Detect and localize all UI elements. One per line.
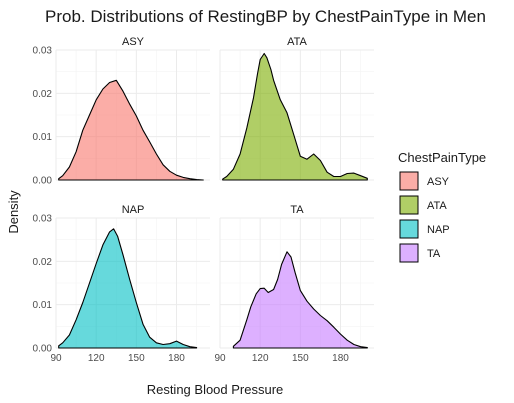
legend-label-asy: ASY (427, 176, 450, 188)
facet-strip-label: TA (290, 204, 304, 216)
y-tick-label: 0.00 (33, 176, 53, 187)
legend-key-ata (399, 195, 419, 215)
density-area-ata (222, 52, 368, 181)
legend-key-asy (399, 171, 419, 191)
y-tick-label: 0.01 (33, 132, 53, 143)
y-tick-label: 0.00 (33, 344, 53, 355)
facet-panel-ta: TA 90 120 150 180 (214, 204, 374, 364)
y-tick-label: 0.03 (33, 46, 53, 57)
x-tick-label: 150 (128, 353, 145, 364)
legend-title: ChestPainType (398, 150, 486, 165)
x-tick-label: 120 (252, 353, 269, 364)
y-tick-label: 0.03 (33, 214, 53, 225)
legend-key-nap (399, 219, 419, 239)
y-tick-label: 0.01 (33, 300, 53, 311)
facet-strip-label: NAP (122, 204, 145, 216)
y-tick-label: 0.02 (33, 89, 53, 100)
x-tick-label: 150 (292, 353, 309, 364)
x-tick-label: 180 (168, 353, 185, 364)
legend-label-ata: ATA (427, 200, 447, 212)
x-tick-label: 90 (50, 353, 62, 364)
facet-panel-nap: NAP 0.00 0.01 0.02 0.03 90 120 150 180 (33, 204, 210, 364)
facet-strip-label: ASY (122, 36, 145, 48)
x-axis-title: Resting Blood Pressure (147, 382, 284, 397)
legend-label-ta: TA (427, 248, 441, 260)
facet-panels: ASY 0.00 0.01 0.02 0.03 ATA NAP 0.00 0.01 0.02 0.0… (33, 36, 374, 364)
x-tick-label: 90 (214, 353, 226, 364)
x-tick-label: 120 (88, 353, 105, 364)
chart-title: Prob. Distributions of RestingBP by Ches… (45, 7, 486, 26)
facet-panel-ata: ATA (219, 36, 374, 181)
density-area-ta (232, 251, 368, 349)
density-area-asy (58, 79, 204, 181)
legend-key-ta (399, 243, 419, 263)
legend-label-nap: NAP (427, 224, 450, 236)
x-tick-label: 180 (332, 353, 349, 364)
density-area-nap (58, 228, 198, 349)
y-tick-label: 0.02 (33, 257, 53, 268)
facet-panel-asy: ASY 0.00 0.01 0.02 0.03 (33, 36, 210, 187)
y-axis-title: Density (6, 190, 21, 234)
facet-strip-label: ATA (287, 36, 307, 48)
legend: ChestPainType ASY ATA NAP TA (398, 150, 486, 263)
